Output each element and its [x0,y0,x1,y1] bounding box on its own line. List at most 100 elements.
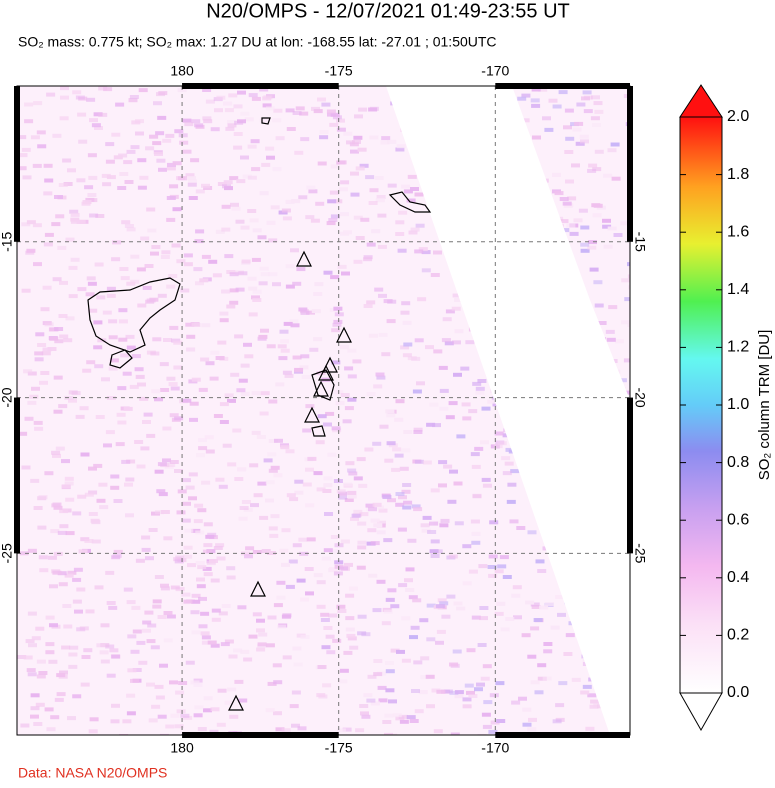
swath-pixel [537,569,547,573]
swath-pixel [55,214,65,219]
swath-pixel [266,220,276,225]
swath-pixel [419,618,429,623]
swath-pixel [379,424,389,429]
swath-pixel [247,175,257,180]
swath-pixel [141,535,151,540]
swath-pixel [399,719,409,724]
swath-pixel [525,600,535,605]
swath-pixel [316,580,326,585]
swath-pixel [185,660,195,665]
swath-pixel [343,230,352,235]
swath-pixel [237,467,247,472]
swath-pixel [284,373,294,378]
swath-pixel [154,469,164,474]
swath-pixel [311,106,320,111]
swath-pixel [63,182,73,186]
swath-pixel [59,116,69,121]
swath-pixel [510,469,520,474]
swath-pixel [626,390,630,395]
swath-pixel [530,626,540,631]
swath-pixel [138,88,148,93]
swath-pixel [603,244,613,249]
swath-pixel [347,468,357,473]
swath-pixel [358,483,368,488]
swath-pixel [60,95,69,100]
swath-pixel [361,714,371,719]
swath-pixel [468,409,478,414]
swath-pixel [210,578,220,583]
swath-pixel [381,621,391,626]
swath-pixel [607,148,617,153]
swath-pixel [130,678,139,683]
swath-pixel [226,566,236,571]
swath-pixel [629,653,630,657]
swath-pixel [521,633,531,638]
swath-pixel [566,223,576,228]
swath-pixel [418,690,428,695]
swath-pixel [25,639,35,644]
swath-pixel [611,176,621,181]
swath-pixel [385,597,395,602]
swath-pixel [154,684,164,689]
swath-pixel [152,337,162,342]
swath-pixel [375,198,385,203]
swath-pixel [448,554,458,559]
swath-pixel [316,693,326,698]
swath-pixel [535,559,545,564]
swath-pixel [189,417,198,422]
volcano-marker [313,380,329,397]
swath-pixel [292,111,302,115]
swath-pixel [542,676,552,681]
swath-pixel [444,341,454,346]
swath-pixel [224,639,234,644]
swath-pixel [256,628,265,633]
swath-pixel [326,221,336,226]
swath-pixel [238,378,248,383]
swath-pixel [449,662,459,667]
swath-pixel [157,115,167,120]
swath-pixel [94,262,104,267]
swath-pixel [256,618,265,623]
swath-pixel [58,183,68,187]
swath-pixel [357,545,367,550]
swath-pixel [169,325,179,330]
swath-pixel [170,713,180,718]
swath-pixel [148,528,158,532]
swath-pixel [337,264,347,269]
swath-pixel [342,419,352,424]
swath-pixel [265,480,275,485]
swath-pixel [414,459,424,464]
swath-pixel [408,595,418,600]
swath-pixel [188,196,198,200]
swath-pixel [349,645,359,650]
swath-pixel [132,668,142,672]
swath-pixel [190,680,200,685]
swath-pixel [316,604,326,609]
swath-pixel [222,443,232,448]
swath-pixel [57,245,67,250]
swath-pixel [191,630,201,635]
swath-pixel [449,690,459,695]
swath-pixel [50,715,60,720]
swath-pixel [285,264,295,269]
swath-pixel [363,693,373,698]
swath-pixel [211,617,221,622]
swath-pixel [560,228,570,233]
swath-pixel [385,688,395,693]
swath-pixel [251,257,261,262]
colorbar-tick-label: 0.0 [727,684,749,701]
swath-pixel [454,329,464,334]
swath-pixel [397,248,407,253]
swath-pixel [201,183,210,188]
swath-pixel [205,361,215,366]
colorbar-tick-label: 1.2 [727,339,749,356]
swath-pixel [432,423,441,428]
swath-pixel [385,409,395,414]
swath-pixel [87,193,97,197]
swath-pixel [275,382,285,387]
swath-pixel [607,226,617,231]
swath-pixel [30,714,39,719]
swath-pixel [140,236,150,241]
swath-pixel [368,507,377,512]
swath-pixel [378,293,387,298]
